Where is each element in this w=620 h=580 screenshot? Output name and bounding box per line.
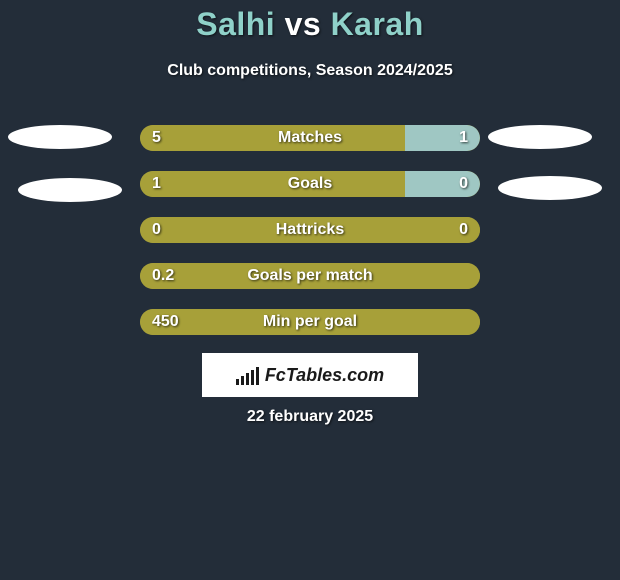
logo-bars-icon xyxy=(236,365,259,385)
avatar-placeholder xyxy=(8,125,112,149)
subtitle: Club competitions, Season 2024/2025 xyxy=(0,62,620,80)
logo-text: FcTables.com xyxy=(265,365,384,386)
stat-label: Min per goal xyxy=(140,309,480,335)
player2-name: Karah xyxy=(331,6,424,42)
snapshot-date: 22 february 2025 xyxy=(0,408,620,426)
page-title: Salhi vs Karah xyxy=(0,6,620,43)
source-logo: FcTables.com xyxy=(202,353,418,397)
player1-name: Salhi xyxy=(196,6,275,42)
avatar-placeholder xyxy=(498,176,602,200)
avatar-placeholder xyxy=(18,178,122,202)
stat-label: Goals xyxy=(140,171,480,197)
stat-row: 00Hattricks xyxy=(0,217,620,243)
stat-label: Goals per match xyxy=(140,263,480,289)
stat-label: Hattricks xyxy=(140,217,480,243)
avatar-placeholder xyxy=(488,125,592,149)
comparison-card: Salhi vs Karah Club competitions, Season… xyxy=(0,0,620,580)
vs-separator: vs xyxy=(285,6,322,42)
stats-container: 51Matches10Goals00Hattricks0.2Goals per … xyxy=(0,125,620,355)
stat-row: 0.2Goals per match xyxy=(0,263,620,289)
stat-row: 450Min per goal xyxy=(0,309,620,335)
stat-label: Matches xyxy=(140,125,480,151)
